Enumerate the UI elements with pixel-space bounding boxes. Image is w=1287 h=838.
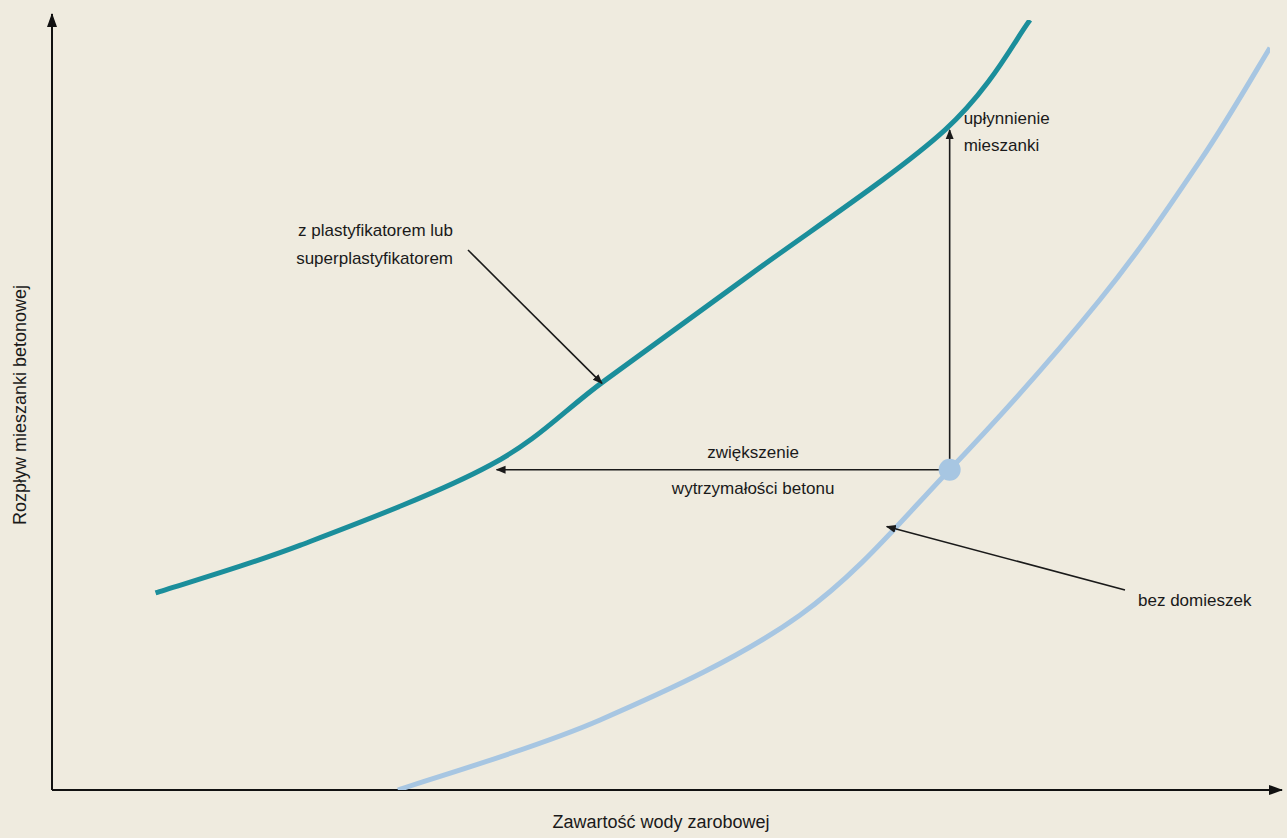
series-label: bez domieszek <box>1138 591 1252 610</box>
x-axis-title: Zawartość wody zarobowej <box>552 812 769 832</box>
annotation-line: wytrzymałości betonu <box>671 479 835 498</box>
leader <box>468 250 602 383</box>
annotation: wytrzymałości betonu <box>671 479 835 498</box>
annotation-line: zwiększenie <box>707 443 799 462</box>
annotation-line: mieszanki <box>964 136 1040 155</box>
y-axis-title: Rozpływ mieszanki betonowej <box>10 285 30 525</box>
curve <box>156 20 1031 593</box>
y-axis <box>51 14 53 790</box>
point <box>939 459 961 481</box>
curves <box>156 20 1270 790</box>
series-label: z plastyfikatorem lub superplastyfikatore… <box>296 221 453 268</box>
chart: Zawartość wody zarobowej Rozpływ mieszank… <box>0 0 1287 838</box>
annotation: zwiększenie <box>707 443 799 462</box>
annotation-line: upłynnienie <box>964 109 1050 128</box>
annotation: upłynnienie mieszanki <box>964 109 1050 155</box>
labels: z plastyfikatorem lub superplastyfikatore… <box>296 109 1252 610</box>
annotation-arrow <box>949 130 951 470</box>
series-label-line: bez domieszek <box>1138 591 1252 610</box>
x-axis <box>52 789 1282 791</box>
series-label-line: z plastyfikatorem lub <box>298 221 453 240</box>
leader <box>887 526 1125 590</box>
series-label-line: superplastyfikatorem <box>296 249 453 268</box>
annotation-arrow <box>497 469 950 471</box>
curve <box>398 48 1270 790</box>
